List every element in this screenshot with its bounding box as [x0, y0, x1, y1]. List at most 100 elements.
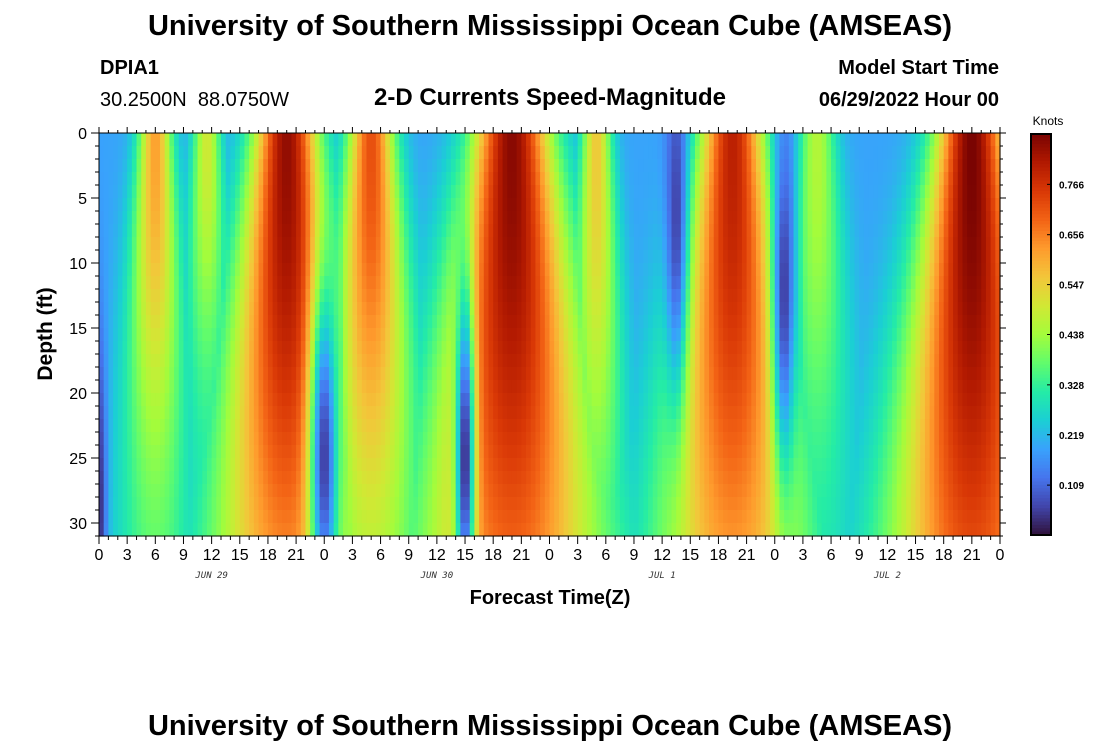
heatmap-cell [155, 302, 161, 316]
heatmap-cell [563, 263, 569, 277]
heatmap-cell [577, 380, 583, 394]
heatmap-cell [784, 276, 790, 290]
heatmap-cell [516, 341, 522, 355]
heatmap-cell [854, 341, 860, 355]
heatmap-cell [544, 289, 551, 303]
heatmap-cell [131, 354, 138, 368]
heatmap-cell [596, 458, 602, 472]
heatmap-cell [873, 380, 879, 394]
heatmap-cell [868, 354, 874, 368]
heatmap-cell [934, 328, 940, 342]
heatmap-cell [141, 341, 147, 355]
heatmap-cell [127, 185, 133, 199]
heatmap-cell [408, 133, 415, 147]
heatmap-cell [985, 211, 992, 225]
heatmap-cell [788, 406, 795, 420]
heatmap-cell [563, 198, 569, 212]
heatmap-cell [676, 289, 682, 303]
heatmap-cell [239, 133, 246, 147]
heatmap-cell [643, 263, 649, 277]
heatmap-cell [563, 224, 569, 238]
heatmap-cell [943, 224, 949, 238]
heatmap-cell [638, 328, 644, 342]
heatmap-cell [493, 276, 499, 290]
heatmap-cell [643, 289, 649, 303]
heatmap-cell [136, 133, 142, 147]
heatmap-cell [671, 315, 677, 329]
heatmap-cell [197, 419, 203, 433]
heatmap-cell [751, 133, 757, 147]
heatmap-cell [169, 276, 175, 290]
heatmap-cell [554, 393, 560, 407]
heatmap-cell [211, 276, 217, 290]
heatmap-cell [924, 406, 931, 420]
heatmap-cell [404, 302, 410, 316]
heatmap-cell [840, 237, 846, 251]
heatmap-cell [816, 159, 823, 173]
heatmap-cell [300, 159, 307, 173]
heatmap-cell [450, 302, 457, 316]
heatmap-cell [802, 393, 809, 407]
heatmap-cell [638, 458, 644, 472]
heatmap-cell [258, 276, 264, 290]
heatmap-cell [596, 185, 602, 199]
heatmap-cell [601, 224, 607, 238]
heatmap-cell [990, 315, 996, 329]
heatmap-cell [324, 406, 330, 420]
heatmap-cell [469, 211, 476, 225]
heatmap-cell [587, 393, 593, 407]
heatmap-cell [371, 406, 377, 420]
heatmap-cell [638, 341, 644, 355]
heatmap-cell [526, 445, 532, 459]
heatmap-cell [103, 159, 109, 173]
heatmap-cell [868, 302, 874, 316]
heatmap-cell [357, 380, 363, 394]
heatmap-cell [436, 211, 443, 225]
heatmap-cell [535, 393, 541, 407]
heatmap-cell [352, 250, 358, 264]
heatmap-cell [277, 276, 283, 290]
heatmap-cell [563, 276, 569, 290]
heatmap-cell [680, 198, 687, 212]
heatmap-cell [826, 315, 832, 329]
heatmap-cell [643, 393, 649, 407]
heatmap-cell [122, 458, 128, 472]
heatmap-cell [985, 432, 992, 446]
heatmap-cell [413, 289, 419, 303]
heatmap-cell [746, 172, 752, 186]
heatmap-cell [136, 250, 142, 264]
heatmap-cell [141, 263, 147, 277]
heatmap-cell [605, 380, 612, 394]
heatmap-cell [938, 367, 945, 381]
heatmap-cell [798, 263, 804, 277]
heatmap-cell [258, 250, 264, 264]
heatmap-cell [483, 198, 490, 212]
heatmap-cell [371, 250, 377, 264]
heatmap-cell [793, 289, 799, 303]
heatmap-cell [887, 289, 893, 303]
heatmap-cell [366, 367, 372, 381]
heatmap-cell [446, 354, 452, 368]
heatmap-cell [497, 315, 504, 329]
heatmap-cell [441, 419, 447, 433]
heatmap-cell [892, 211, 898, 225]
heatmap-cell [361, 172, 368, 186]
heatmap-cell [554, 133, 560, 147]
heatmap-cell [366, 380, 372, 394]
heatmap-cell [357, 224, 363, 238]
heatmap-cell [150, 172, 156, 186]
heatmap-cell [436, 432, 443, 446]
heatmap-cell [310, 341, 316, 355]
heatmap-cell [605, 393, 612, 407]
heatmap-cell [526, 380, 532, 394]
heatmap-cell [948, 289, 954, 303]
heatmap-cell [929, 159, 935, 173]
heatmap-cell [136, 159, 142, 173]
heatmap-cell [924, 211, 931, 225]
heatmap-cell [483, 211, 490, 225]
heatmap-cell [760, 354, 766, 368]
heatmap-cell [328, 276, 335, 290]
heatmap-cell [239, 393, 246, 407]
heatmap-cell [924, 159, 931, 173]
heatmap-cell [408, 146, 415, 160]
